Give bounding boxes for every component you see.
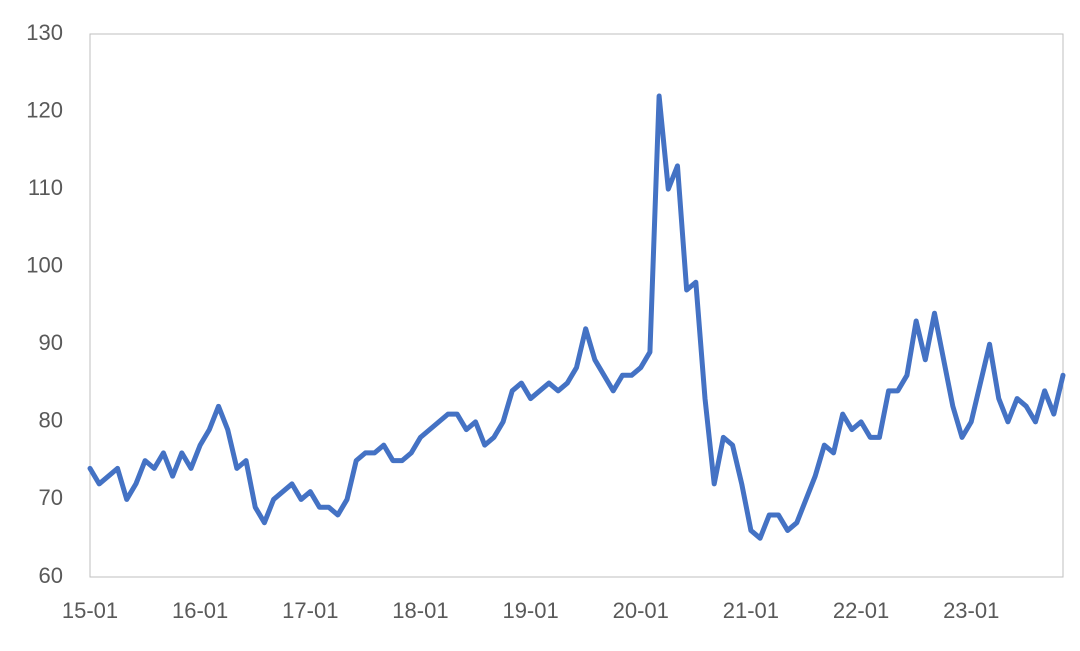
y-tick-label: 80: [39, 408, 63, 433]
x-tick-label: 23-01: [943, 598, 999, 623]
y-tick-label: 70: [39, 485, 63, 510]
x-tick-label: 22-01: [833, 598, 889, 623]
x-tick-label: 17-01: [282, 598, 338, 623]
x-tick-label: 15-01: [62, 598, 118, 623]
y-tick-label: 110: [28, 175, 63, 200]
y-tick-label: 90: [39, 330, 63, 355]
x-tick-label: 19-01: [502, 598, 558, 623]
y-tick-label: 130: [26, 20, 63, 45]
data-line: [87, 93, 1066, 541]
plot-area: [89, 33, 1064, 578]
x-tick-label: 18-01: [392, 598, 448, 623]
y-tick-label: 60: [39, 563, 63, 588]
y-tick-label: 100: [26, 253, 63, 278]
y-tick-label: 120: [26, 97, 63, 122]
x-tick-label: 20-01: [613, 598, 669, 623]
x-tick-label: 16-01: [172, 598, 228, 623]
x-tick-label: 21-01: [723, 598, 779, 623]
